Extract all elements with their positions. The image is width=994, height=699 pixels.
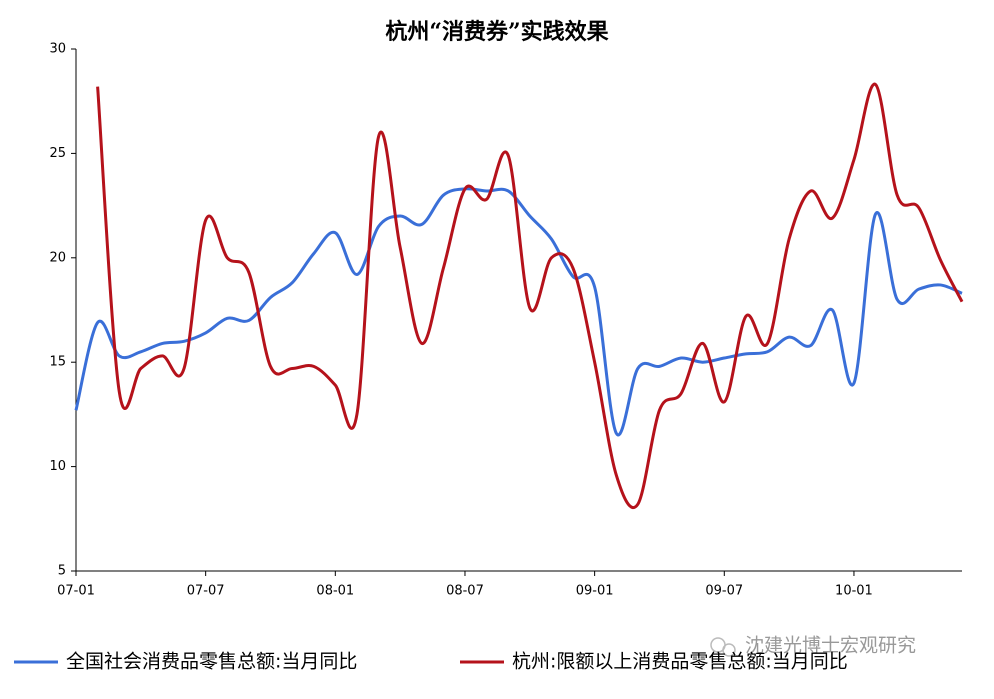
legend-label: 杭州:限额以上消费品零售总额:当月同比 [512, 651, 848, 673]
y-tick-label: 5 [58, 564, 66, 579]
x-tick-label: 07-01 [57, 584, 95, 599]
watermark: 沈建光博士宏观研究 [710, 635, 916, 657]
watermark-text: 沈建光博士宏观研究 [745, 635, 916, 657]
x-tick-label: 08-01 [316, 584, 354, 599]
watermark-icon [722, 643, 736, 657]
series-line [74, 187, 963, 437]
x-tick-label: 08-07 [446, 584, 484, 599]
legend-label: 全国社会消费品零售总额:当月同比 [66, 651, 357, 673]
y-tick-label: 15 [49, 355, 66, 370]
y-tick-label: 20 [49, 250, 66, 265]
y-tick-label: 10 [49, 459, 66, 474]
series-line [96, 82, 964, 509]
x-tick-label: 07-07 [187, 584, 225, 599]
x-tick-label: 09-01 [576, 584, 614, 599]
y-tick-label: 30 [49, 42, 66, 57]
y-tick-label: 25 [49, 146, 66, 161]
x-tick-label: 10-01 [835, 584, 873, 599]
x-tick-label: 09-07 [705, 584, 743, 599]
chart-title: 杭州“消费券”实践效果 [385, 19, 608, 45]
